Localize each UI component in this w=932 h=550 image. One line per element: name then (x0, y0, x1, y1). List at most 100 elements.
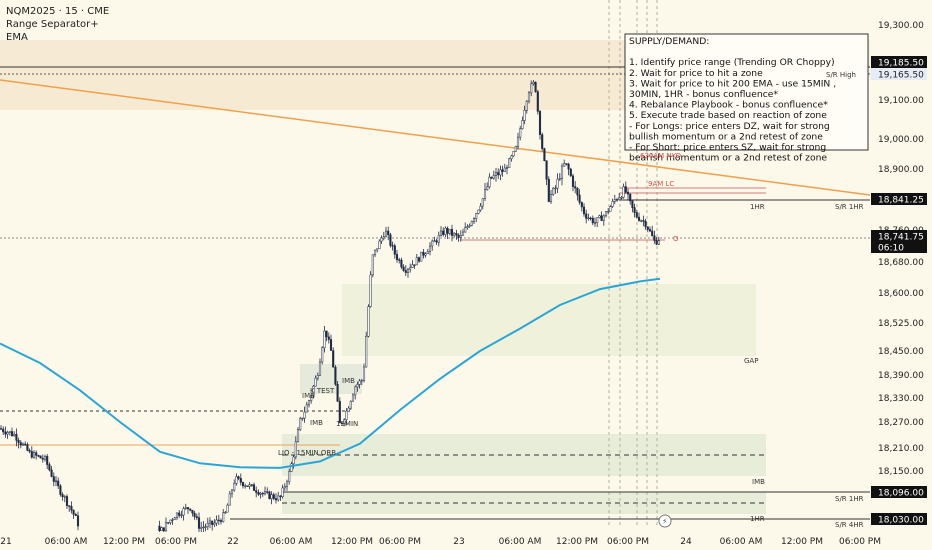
candle (68, 505, 71, 513)
price-tag: 18,841.25 (878, 196, 924, 206)
candle (567, 162, 570, 176)
candle (222, 508, 225, 523)
candle (74, 512, 77, 516)
candle (367, 304, 370, 338)
candle (354, 385, 357, 400)
candle (224, 511, 227, 514)
candle (351, 393, 355, 402)
candle (376, 248, 379, 253)
note-line: 5. Execute trade based on reaction of zo… (629, 110, 827, 121)
candle (21, 442, 25, 446)
candle (323, 325, 326, 353)
candle (332, 347, 335, 368)
candle (327, 332, 330, 344)
candle (624, 181, 627, 195)
candle (314, 375, 317, 387)
label-sr-high: S/R High (826, 71, 856, 79)
candle (76, 511, 80, 531)
candle (576, 187, 579, 201)
candle (422, 249, 425, 259)
candle (8, 431, 11, 436)
candle (213, 519, 216, 527)
candle (398, 257, 401, 264)
candle (488, 173, 491, 189)
candle (431, 239, 434, 251)
candle (536, 89, 539, 115)
candle (472, 217, 476, 224)
candle (580, 201, 583, 212)
y-tick-label: 18,600.00 (878, 289, 924, 299)
candle (263, 486, 267, 496)
candle (72, 509, 75, 519)
candle (558, 173, 561, 182)
test-zone (300, 364, 362, 394)
candle (202, 521, 205, 532)
candle (215, 515, 218, 527)
notes-box[interactable] (624, 33, 869, 151)
price-tag-bg (871, 513, 927, 525)
candle (48, 462, 51, 472)
candle (250, 484, 253, 487)
candle (171, 517, 174, 525)
candle (547, 176, 550, 203)
candle (543, 147, 546, 162)
x-tick-label: 06:00 AM (270, 537, 313, 547)
y-tick-label: 18,270.00 (878, 418, 924, 428)
candle (57, 477, 60, 489)
candles (0, 79, 660, 532)
candle (204, 523, 207, 532)
price-tag-bg (871, 68, 927, 80)
lightning-icon[interactable] (658, 514, 672, 528)
candle (329, 334, 333, 351)
candle (516, 132, 520, 150)
candle (523, 105, 526, 125)
price-tag-bg (871, 230, 927, 242)
candle (380, 235, 383, 245)
candle (303, 406, 306, 423)
indicator-range-separator[interactable]: Range Separator+ (6, 19, 99, 30)
ema-line (0, 277, 661, 469)
candle (541, 132, 544, 152)
notes-text: SUPPLY/DEMAND: 1. Identify price range (T… (629, 36, 836, 164)
candle (301, 417, 304, 421)
y-axis[interactable] (870, 0, 932, 550)
candle (409, 263, 412, 273)
candle (631, 200, 634, 213)
label-imb3: IMB (302, 392, 315, 400)
label-lc: 9AM LC (648, 180, 674, 188)
candle (391, 241, 394, 251)
note-line: 30MIN, 1HR - bonus confluence* (629, 89, 778, 100)
candle (651, 225, 654, 237)
candle (657, 236, 660, 246)
candle (578, 189, 581, 205)
candle (19, 440, 22, 449)
candle (527, 90, 531, 104)
candle (257, 489, 260, 496)
candle (552, 186, 555, 196)
candle (184, 503, 187, 510)
label-imb2: IMB (310, 419, 323, 427)
candle (428, 242, 432, 256)
demand-zone-low (282, 492, 766, 514)
candle (415, 253, 418, 266)
indicator-ema[interactable]: EMA (6, 32, 28, 43)
candle (259, 491, 262, 499)
candle (497, 168, 500, 180)
candle (219, 518, 223, 525)
label-nyo: 630AM NYO (640, 152, 682, 160)
candle (182, 506, 185, 521)
note-line: - For Short: price enters SZ, wait for s… (629, 142, 826, 153)
price-tag-bg (871, 193, 927, 205)
candle (646, 226, 649, 233)
price-tag: 19,185.50 (878, 59, 924, 69)
candle (611, 198, 614, 208)
candle (343, 418, 346, 427)
candle (0, 425, 3, 430)
candle (602, 214, 605, 226)
candle (43, 454, 47, 462)
y-tick-label: 19,300.00 (878, 21, 924, 31)
candle (235, 473, 238, 486)
candle (65, 494, 69, 510)
candle (417, 256, 421, 263)
